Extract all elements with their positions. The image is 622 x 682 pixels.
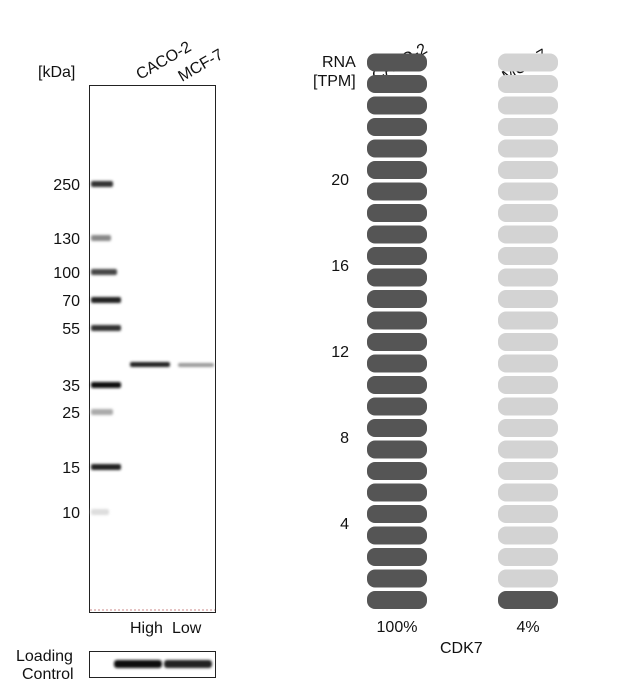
unit-label: [kDa] — [38, 64, 75, 81]
gene: CDK7 — [440, 640, 483, 657]
rna-pill — [367, 268, 427, 287]
marker-band — [91, 325, 121, 331]
loading-band — [164, 660, 212, 668]
rna-pill — [498, 182, 558, 201]
rna-pill — [367, 139, 427, 158]
rna-pill — [367, 118, 427, 136]
rna-pill — [498, 569, 558, 588]
y-tick-label: 12 — [331, 344, 349, 361]
marker-label: 130 — [53, 231, 80, 248]
marker-band — [91, 297, 121, 303]
rna-pill — [367, 333, 427, 351]
rna-pill — [367, 161, 427, 179]
rna-pill — [367, 376, 427, 394]
rna-pill — [498, 591, 558, 609]
rna-pill — [498, 139, 558, 158]
rna-chart: 4 8 12 16 20 100% 4% — [331, 53, 558, 636]
rna-pill — [498, 161, 558, 179]
marker-label: 250 — [53, 177, 80, 194]
rna-pill — [367, 311, 427, 330]
rna-pill — [367, 440, 427, 459]
lane-level: Low — [172, 620, 202, 637]
rna-pill — [498, 75, 558, 93]
y-tick-label: 4 — [340, 516, 349, 533]
y-tick-label: 8 — [340, 430, 349, 447]
rna-pill — [498, 333, 558, 351]
rna-pill — [498, 290, 558, 308]
marker-band — [91, 235, 111, 241]
band — [130, 362, 170, 367]
percentage-label: 100% — [377, 619, 418, 636]
rna-pill — [498, 548, 558, 566]
rna-pill — [367, 569, 427, 588]
rna-pill — [498, 118, 558, 136]
loading-label: Control — [22, 666, 74, 682]
y-tick-label: 16 — [331, 258, 349, 275]
marker-label: 10 — [62, 505, 80, 522]
rna-pill — [498, 505, 558, 523]
rna-pill — [367, 462, 427, 480]
rna-pill — [367, 204, 427, 222]
lane-level: High — [130, 620, 163, 637]
marker-label: 25 — [62, 405, 80, 422]
rna-pill — [367, 96, 427, 115]
rna-pill — [498, 204, 558, 222]
marker-label: 55 — [62, 321, 80, 338]
rna-pill — [498, 397, 558, 416]
loading-band — [114, 660, 162, 668]
rna-pill — [498, 225, 558, 244]
rna-title: [TPM] — [313, 73, 356, 90]
loading-label: Loading — [16, 648, 73, 665]
rna-pill — [367, 483, 427, 502]
marker-band — [91, 382, 121, 388]
rna-pill — [367, 419, 427, 437]
rna-pill — [367, 505, 427, 523]
rna-pill — [498, 526, 558, 545]
rna-pill — [498, 483, 558, 502]
rna-pill — [498, 268, 558, 287]
rna-pill — [367, 247, 427, 265]
rna-pill — [367, 526, 427, 545]
marker-band — [91, 409, 113, 415]
rna-pill — [367, 75, 427, 93]
rna-pill — [367, 548, 427, 566]
rna-pill — [498, 419, 558, 437]
rna-pill — [498, 96, 558, 115]
rna-pill — [367, 397, 427, 416]
rna-pill — [498, 376, 558, 394]
rna-pill — [498, 462, 558, 480]
rna-title: RNA — [322, 54, 356, 71]
marker-label: 15 — [62, 460, 80, 477]
marker-band — [91, 181, 113, 187]
rna-pill — [498, 354, 558, 373]
band — [178, 363, 214, 367]
marker-label: 35 — [62, 378, 80, 395]
marker-band — [91, 464, 121, 470]
rna-pill — [367, 290, 427, 308]
ladder — [91, 181, 121, 515]
rna-pill — [367, 53, 427, 72]
y-tick-label: 20 — [331, 172, 349, 189]
marker-label: 70 — [62, 293, 80, 310]
marker-label: 100 — [53, 265, 80, 282]
rna-pill — [498, 311, 558, 330]
percentage-label: 4% — [516, 619, 539, 636]
rna-pill — [367, 591, 427, 609]
blot-frame — [89, 85, 216, 613]
marker-band — [91, 269, 117, 275]
rna-pill — [367, 182, 427, 201]
rna-pill — [498, 247, 558, 265]
rna-pill — [498, 53, 558, 72]
marker-band — [91, 509, 109, 515]
rna-pill — [498, 440, 558, 459]
rna-pill — [367, 225, 427, 244]
rna-pill — [367, 354, 427, 373]
